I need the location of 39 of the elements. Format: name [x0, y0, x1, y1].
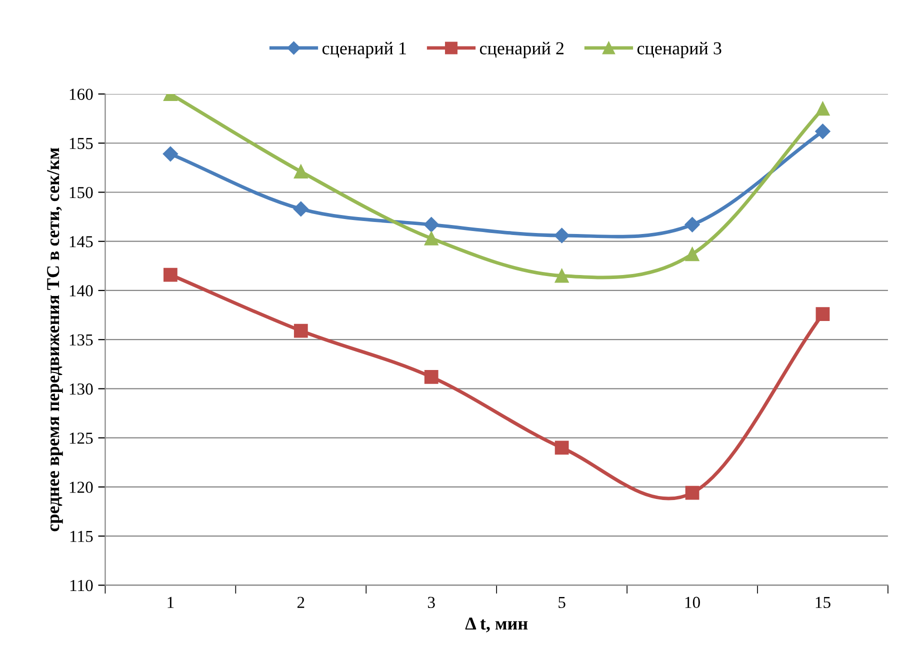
point — [685, 486, 700, 500]
x-tick-label: 15 — [816, 596, 830, 608]
point — [815, 124, 830, 139]
y-tick-label: 160 — [70, 88, 93, 100]
y-tick-label: 150 — [70, 186, 93, 198]
y-tick-label: 140 — [70, 285, 93, 296]
y-tick-label: 155 — [70, 138, 93, 150]
point — [293, 201, 308, 217]
point — [163, 268, 178, 282]
point — [816, 102, 830, 116]
x-tick-label: 3 — [428, 596, 435, 608]
y-tick-label: 115 — [70, 530, 93, 542]
y-tick-label: 135 — [70, 334, 93, 346]
point — [424, 217, 439, 232]
point — [554, 268, 569, 283]
x-axis-title: Δ t, мин — [465, 618, 528, 632]
point — [554, 440, 569, 455]
legend-label: сценарий 3 — [637, 42, 722, 58]
point — [554, 228, 570, 244]
y-tick-label: 145 — [70, 236, 93, 248]
x-tick-label: 2 — [297, 596, 304, 608]
y-axis-title: среднее время передвижения ТС в сети, сек/км — [47, 148, 63, 532]
legend-label: сценарий 1 — [322, 42, 406, 58]
point — [685, 247, 700, 262]
x-tick-label: 5 — [558, 596, 566, 608]
y-tick-label: 120 — [70, 482, 93, 493]
point — [294, 324, 308, 338]
point — [162, 146, 178, 162]
legend-label: сценарий 2 — [480, 42, 564, 58]
point — [294, 164, 308, 179]
point — [684, 217, 700, 232]
point — [424, 231, 438, 246]
y-tick-label: 125 — [70, 432, 93, 444]
x-tick-label: 1 — [168, 596, 174, 608]
y-tick-label: 130 — [70, 383, 93, 395]
x-tick-label: 10 — [685, 596, 700, 608]
point — [816, 307, 830, 322]
point — [424, 370, 438, 384]
y-tick-label: 110 — [70, 580, 93, 592]
